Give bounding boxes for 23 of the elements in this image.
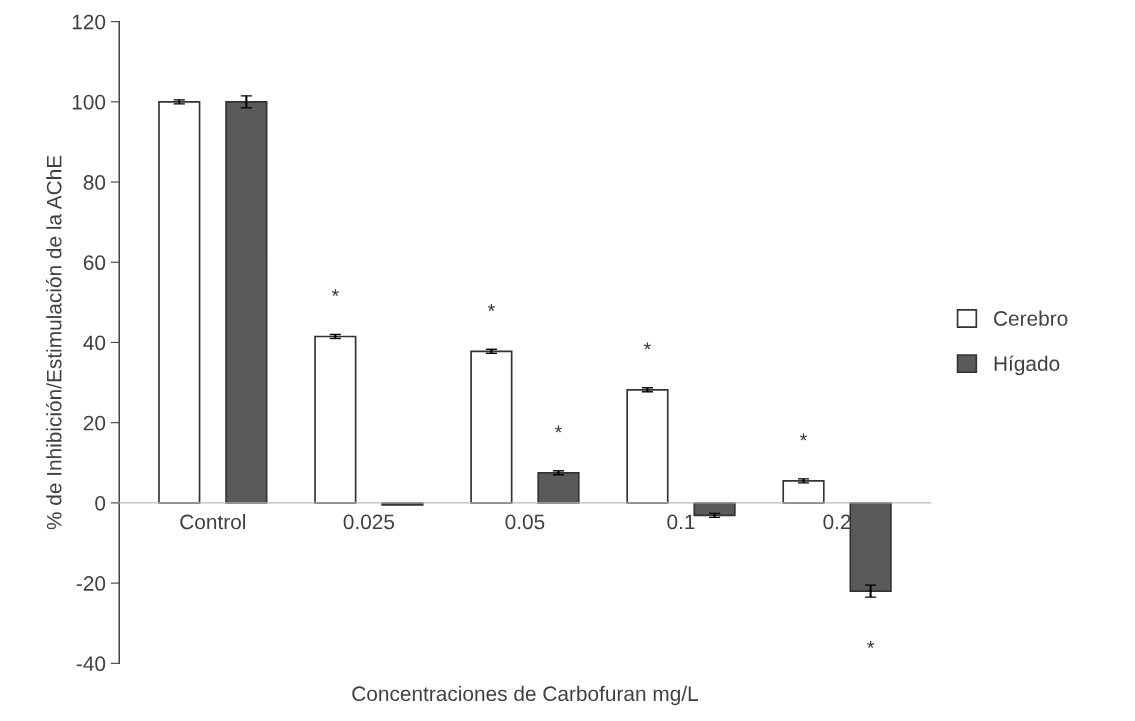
y-tick-label: -40	[76, 656, 106, 672]
y-tick-label: 120	[72, 14, 106, 30]
x-tick-label: 0.025	[343, 514, 395, 530]
y-tick-label: -20	[76, 576, 106, 591]
data-label: *	[643, 342, 651, 350]
data-label: *	[800, 433, 807, 441]
x-tick-label: Control	[180, 514, 245, 530]
x-tick-label: 0.1	[667, 514, 695, 530]
x-axis-title: Concentraciones de Carbofuran mg/L	[352, 685, 698, 706]
legend-label: Cerebro	[994, 310, 1068, 326]
y-tick-label: 100	[72, 94, 106, 110]
y-tick-label: 40	[83, 335, 106, 351]
data-label: *	[331, 289, 339, 297]
data-label: *	[555, 425, 562, 433]
x-tick-label: 0.05	[505, 514, 545, 530]
data-label: *	[487, 304, 495, 311]
y-axis-title: % de Inhibición/Estimulación de la AChE	[46, 155, 62, 530]
y-tick-label: 20	[83, 415, 106, 431]
data-label: *	[867, 641, 875, 648]
y-tick-label: 0	[95, 495, 106, 511]
y-tick-label: 80	[83, 175, 106, 190]
legend-label: Hígado	[994, 355, 1060, 376]
y-tick-label: 60	[83, 255, 106, 271]
